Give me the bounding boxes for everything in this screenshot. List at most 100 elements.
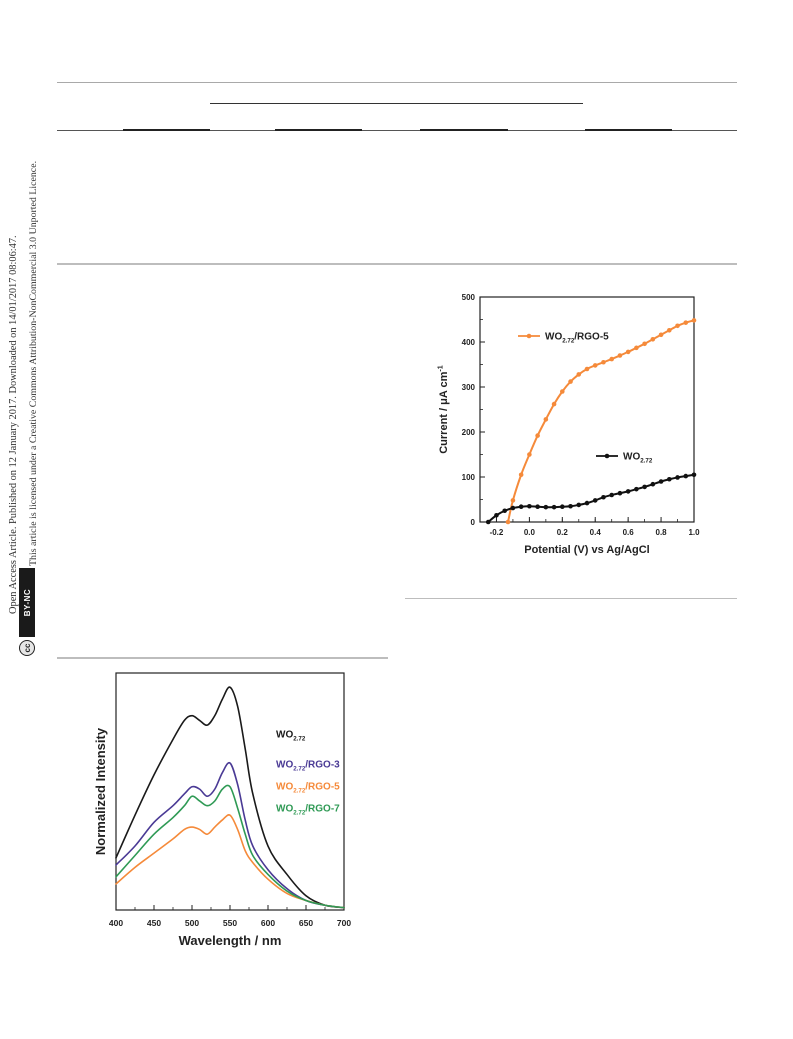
legend-label: WO2.72 bbox=[623, 452, 653, 465]
x-tick-label: 550 bbox=[223, 918, 237, 928]
data-point bbox=[543, 504, 549, 510]
legend-label: WO2.72/RGO-5 bbox=[545, 332, 609, 345]
label-base: WO bbox=[276, 760, 293, 771]
data-point bbox=[658, 332, 664, 338]
licence-notice-link[interactable]: This article is licensed under a Creativ… bbox=[28, 160, 39, 566]
data-point bbox=[592, 498, 598, 503]
by-nc-label: BY-NC bbox=[19, 568, 35, 637]
legend-label: WO2.72/RGO-5 bbox=[276, 782, 340, 795]
label-base: WO bbox=[276, 782, 293, 793]
label-base: WO bbox=[623, 452, 640, 463]
label-subscript: 2.72 bbox=[293, 736, 306, 743]
data-point bbox=[634, 486, 639, 492]
data-point bbox=[568, 503, 573, 509]
series-line bbox=[115, 761, 345, 909]
label-subscript: 2.72 bbox=[562, 338, 575, 345]
data-point bbox=[650, 481, 656, 487]
data-point bbox=[518, 472, 524, 478]
x-tick-label: 400 bbox=[109, 918, 123, 928]
data-point bbox=[675, 475, 680, 480]
x-tick-label: 500 bbox=[185, 918, 199, 928]
series-line bbox=[115, 814, 345, 909]
y-axis-label: Current / μA cm-1 bbox=[436, 365, 450, 454]
label-base: WO bbox=[545, 332, 562, 343]
label-base: WO bbox=[276, 804, 293, 815]
data-point bbox=[560, 389, 565, 394]
x-axis-label: Potential (V) vs Ag/AgCl bbox=[524, 544, 650, 556]
data-point bbox=[505, 519, 511, 525]
y-tick-label: 0 bbox=[471, 518, 476, 527]
data-point bbox=[601, 494, 606, 500]
table-column-segment bbox=[275, 129, 362, 131]
data-point bbox=[675, 323, 680, 329]
x-tick-label: 0.4 bbox=[590, 528, 602, 537]
data-point bbox=[510, 505, 516, 511]
data-point bbox=[691, 318, 697, 323]
data-point bbox=[584, 500, 590, 506]
data-point bbox=[592, 363, 598, 368]
x-tick-label: 0.6 bbox=[623, 528, 635, 537]
label-suffix: /RGO-5 bbox=[305, 782, 340, 793]
data-point bbox=[609, 492, 614, 498]
data-point bbox=[502, 508, 507, 514]
label-subscript: 2.72 bbox=[293, 788, 306, 795]
data-point bbox=[691, 472, 697, 478]
current-potential-chart: -0.2 0.0 0.2 0.4 0.6 0.8 1.0 0 100 200 300 400 500 Po… bbox=[436, 293, 701, 556]
data-point bbox=[527, 503, 532, 509]
y-tick-label: 100 bbox=[462, 473, 476, 482]
data-point bbox=[683, 320, 689, 325]
y-tick-label: 200 bbox=[462, 428, 476, 437]
series-line bbox=[506, 319, 695, 523]
series-line bbox=[115, 686, 345, 909]
data-point bbox=[617, 490, 623, 496]
data-point bbox=[584, 366, 590, 372]
label-superscript: -1 bbox=[436, 365, 445, 371]
data-point bbox=[494, 512, 499, 518]
y-tick-label: 400 bbox=[462, 338, 476, 347]
data-point bbox=[642, 341, 647, 347]
table-column-segment bbox=[420, 129, 508, 131]
data-point bbox=[609, 356, 614, 362]
x-tick-label: 0.2 bbox=[557, 528, 569, 537]
legend-label: WO2.72 bbox=[276, 730, 306, 743]
data-point bbox=[667, 476, 672, 482]
data-point bbox=[650, 337, 656, 342]
x-tick-label: 700 bbox=[337, 918, 351, 928]
legend-marker-sample bbox=[604, 453, 610, 459]
series-line bbox=[115, 784, 345, 909]
data-point bbox=[551, 401, 557, 407]
pl-spectra-chart: 400 450 500 550 600 650 700 Wavelength / nm Norm… bbox=[93, 672, 351, 948]
label-subscript: 2.72 bbox=[640, 458, 653, 465]
data-point bbox=[551, 504, 557, 510]
data-point bbox=[543, 417, 549, 422]
data-point bbox=[625, 489, 631, 494]
x-tick-label: -0.2 bbox=[490, 528, 504, 537]
legend-marker-sample bbox=[526, 333, 532, 339]
table-column-segment bbox=[585, 129, 672, 131]
table-column-rule bbox=[57, 130, 737, 131]
x-tick-label: 1.0 bbox=[688, 528, 700, 537]
data-point bbox=[625, 349, 631, 355]
y-axis-label: Normalized Intensity bbox=[93, 727, 108, 855]
cc-licence-badge[interactable]: cc BY-NC bbox=[19, 568, 35, 656]
label-suffix: /RGO-7 bbox=[305, 804, 340, 815]
figure-separator-right bbox=[405, 598, 737, 599]
label-base: WO bbox=[276, 730, 293, 741]
y-tick-label: 500 bbox=[462, 293, 476, 302]
x-tick-label: 0.8 bbox=[656, 528, 668, 537]
label-subscript: 2.72 bbox=[293, 766, 306, 773]
data-point bbox=[576, 372, 582, 377]
access-notice: Open Access Article. Published on 12 Jan… bbox=[8, 235, 19, 614]
table-column-segment bbox=[123, 129, 210, 131]
data-point bbox=[634, 345, 639, 351]
data-point bbox=[485, 519, 491, 525]
data-point bbox=[535, 504, 540, 510]
x-tick-label: 650 bbox=[299, 918, 313, 928]
data-point bbox=[510, 498, 516, 503]
label-suffix: /RGO-3 bbox=[305, 760, 340, 771]
data-point bbox=[658, 479, 664, 484]
x-tick-label: 0.0 bbox=[524, 528, 536, 537]
data-point bbox=[601, 359, 606, 365]
data-point bbox=[576, 502, 582, 508]
data-point bbox=[667, 328, 672, 333]
